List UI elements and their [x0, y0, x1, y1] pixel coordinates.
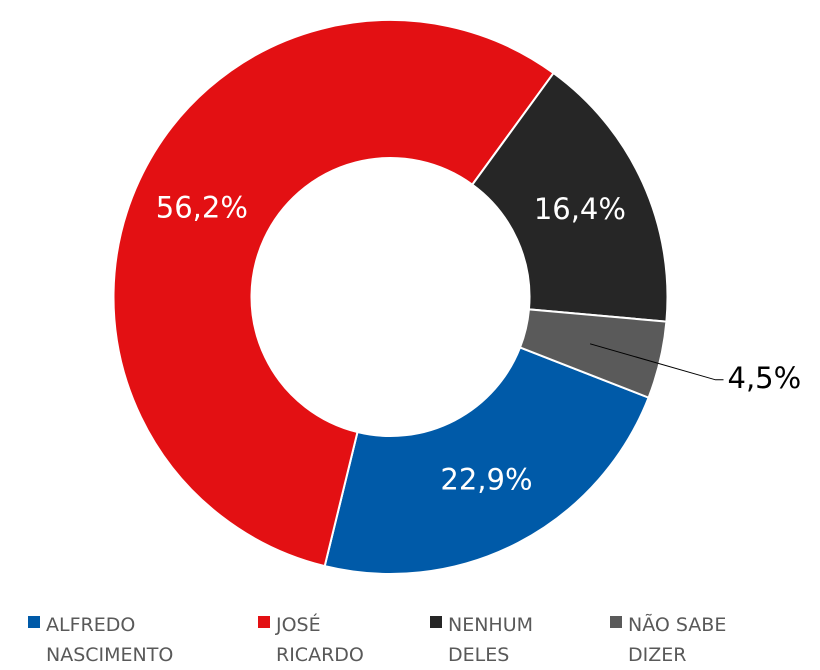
legend-swatch	[610, 616, 622, 628]
legend-item: JOSÉ RICARDO	[258, 610, 366, 670]
leader-line	[589, 343, 724, 381]
legend: ALFREDO NASCIMENTO JOSÉ RICARDO NENHUM DEL…	[0, 610, 820, 668]
legend-label: NENHUM DELES	[448, 614, 534, 666]
donut-slice	[112, 19, 555, 568]
legend-item: NÃO SABE DIZER	[610, 610, 758, 670]
legend-label: JOSÉ RICARDO	[276, 614, 364, 666]
legend-swatch	[430, 616, 442, 628]
donut-slice	[518, 308, 668, 399]
value-label: 16,4%	[534, 192, 626, 226]
value-label: 22,9%	[440, 463, 532, 497]
chart: 22,9% 56,2% 16,4% 4,5%	[112, 19, 802, 575]
donut-slice	[470, 71, 669, 323]
donut-slice	[323, 346, 650, 575]
legend-label: ALFREDO NASCIMENTO	[46, 614, 174, 666]
legend-swatch	[258, 616, 270, 628]
legend-item: ALFREDO NASCIMENTO	[28, 610, 174, 670]
value-label: 4,5%	[728, 361, 802, 395]
legend-swatch	[28, 616, 40, 628]
legend-item: NENHUM DELES	[430, 610, 568, 670]
legend-label: NÃO SABE DIZER	[628, 614, 727, 666]
value-label: 56,2%	[156, 190, 248, 224]
